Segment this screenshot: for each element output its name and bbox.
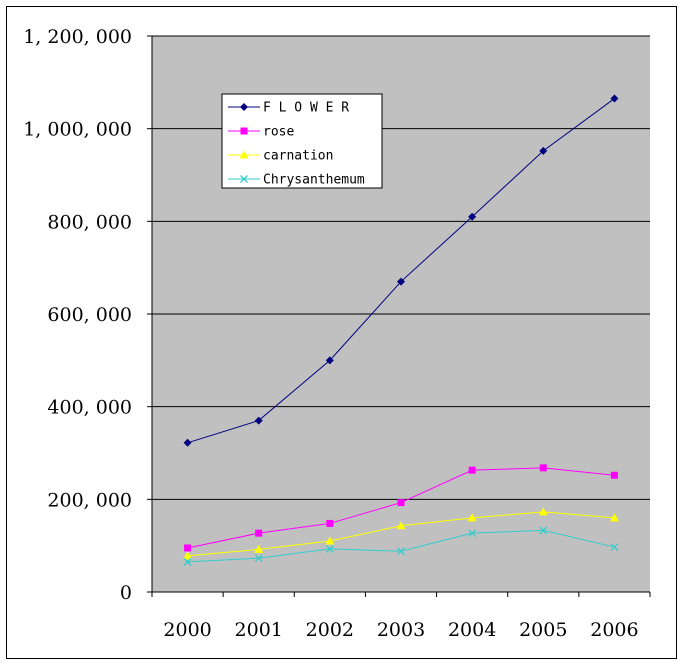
data-point	[183, 557, 192, 566]
data-point	[184, 544, 192, 552]
data-point	[183, 438, 192, 447]
data-point	[539, 464, 547, 472]
legend-swatch-marker	[240, 103, 248, 111]
gridlines	[152, 35, 650, 500]
x-tick-label: 2005	[519, 619, 567, 641]
data-point	[254, 544, 264, 553]
data-point	[538, 507, 548, 516]
legend-label: Chrysanthemum	[263, 173, 365, 188]
series-3	[183, 526, 619, 566]
data-point	[255, 529, 263, 537]
data-point	[183, 551, 193, 560]
data-point	[325, 544, 334, 553]
legend-label: carnation	[263, 149, 333, 164]
legend-swatch-marker	[240, 175, 248, 183]
data-point	[254, 416, 263, 425]
data-point	[468, 529, 477, 538]
legend-entry: carnation	[228, 149, 333, 164]
x-tick-label: 2000	[163, 619, 211, 641]
y-tick-label: 1, 200, 000	[23, 26, 132, 48]
series-lines	[183, 94, 619, 566]
x-tick-label: 2004	[448, 619, 496, 641]
data-point	[539, 146, 548, 155]
legend-label: rose	[263, 125, 294, 140]
data-point	[468, 466, 476, 474]
x-tick-label: 2003	[377, 619, 425, 641]
legend-entry: F L O W E R	[228, 101, 349, 116]
series-0	[183, 94, 619, 447]
data-point	[468, 212, 477, 221]
legend-box	[221, 93, 383, 189]
data-point	[397, 547, 405, 556]
legend-entry: Chrysanthemum	[228, 173, 365, 188]
data-point	[396, 521, 406, 530]
data-point	[397, 277, 405, 286]
y-tick-labels: 0 200, 000 400, 000 600, 000 800, 000 1, 000,…	[23, 26, 132, 604]
series-1	[184, 464, 618, 552]
legend-entry: rose	[228, 125, 294, 140]
data-point	[325, 536, 335, 545]
legend-label: F L O W E R	[263, 101, 349, 116]
x-tick-labels: 2000 2001 2002 2003 2004 2005 2006	[163, 619, 638, 641]
legend: F L O W E R rose carnation Chrysanthemum	[221, 93, 383, 189]
y-tick-label: 200, 000	[47, 489, 132, 511]
legend-swatch-marker	[240, 127, 248, 135]
data-point	[609, 513, 619, 522]
data-point	[610, 471, 618, 479]
x-tick-label: 2001	[235, 619, 283, 641]
y-tick-label: 600, 000	[47, 304, 132, 326]
data-point	[254, 554, 263, 563]
y-tick-label: 400, 000	[47, 397, 132, 419]
series-2	[183, 507, 619, 560]
data-point	[610, 543, 619, 552]
y-tick-label: 1, 000, 000	[23, 119, 132, 141]
data-point	[467, 513, 477, 522]
data-point	[326, 519, 334, 527]
data-point	[610, 94, 619, 103]
legend-swatch-marker	[239, 150, 249, 159]
y-tick-label: 800, 000	[47, 211, 132, 233]
x-tick-label: 2002	[306, 619, 354, 641]
x-tick-label: 2006	[590, 619, 638, 641]
data-point	[397, 499, 405, 507]
axes	[147, 35, 651, 597]
y-tick-label: 0	[120, 582, 132, 604]
data-point	[325, 356, 334, 365]
data-point	[539, 526, 548, 535]
